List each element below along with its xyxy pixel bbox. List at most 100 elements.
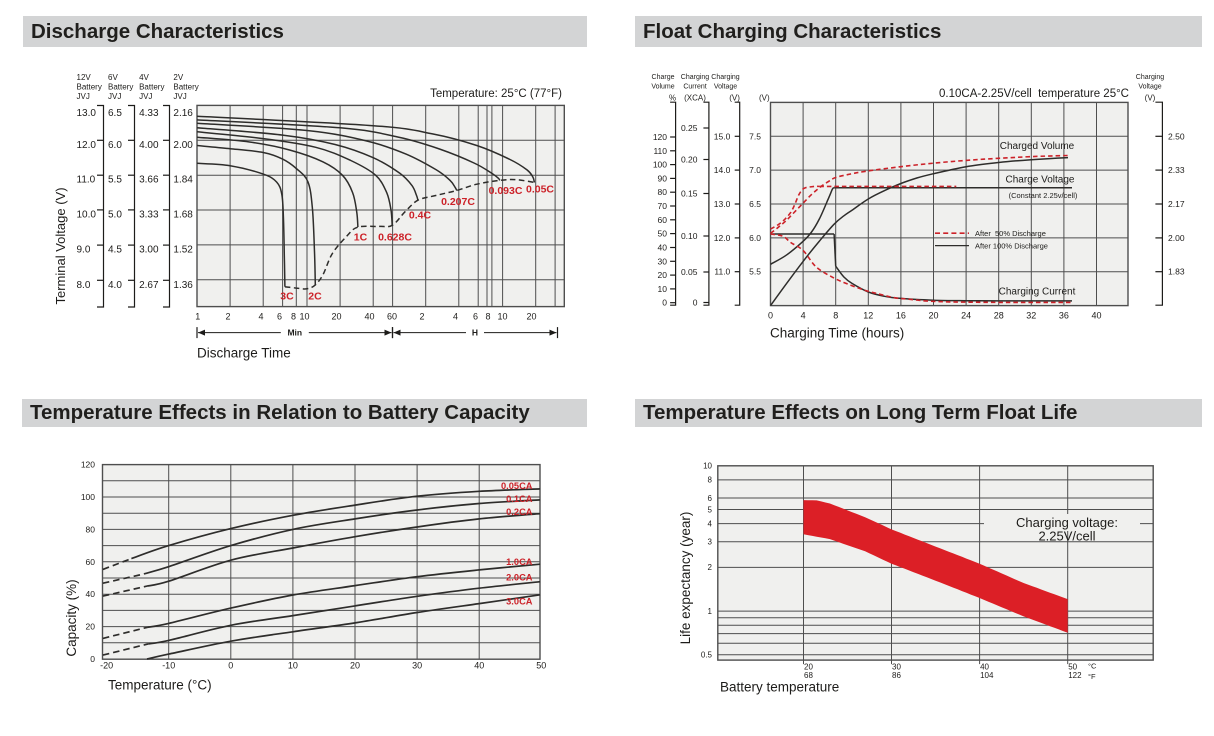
svg-text:20: 20 bbox=[658, 270, 668, 280]
svg-text:24: 24 bbox=[961, 311, 971, 321]
svg-text:4.0: 4.0 bbox=[108, 280, 122, 291]
svg-text:30: 30 bbox=[412, 661, 422, 671]
svg-text:JVJ: JVJ bbox=[108, 92, 121, 101]
svg-text:3C: 3C bbox=[280, 290, 294, 302]
svg-text:After 100% Discharge: After 100% Discharge bbox=[975, 241, 1048, 250]
svg-text:1C: 1C bbox=[354, 231, 368, 243]
svg-text:6.5: 6.5 bbox=[749, 199, 761, 209]
svg-text:0.20: 0.20 bbox=[681, 155, 698, 165]
svg-text:4: 4 bbox=[708, 519, 713, 528]
svg-text:10: 10 bbox=[497, 312, 507, 322]
svg-text:86: 86 bbox=[892, 671, 901, 680]
svg-text:0.10CA-2.25V/cell temperature: 0.10CA-2.25V/cell temperature 25°C bbox=[939, 88, 1129, 100]
svg-text:Battery: Battery bbox=[139, 83, 164, 92]
svg-text:32: 32 bbox=[1026, 311, 1036, 321]
svg-text:6.0: 6.0 bbox=[749, 233, 761, 243]
svg-text:12.0: 12.0 bbox=[77, 140, 97, 151]
svg-text:Charge: Charge bbox=[652, 74, 675, 81]
svg-text:0.05CA: 0.05CA bbox=[501, 481, 533, 491]
svg-text:°C: °C bbox=[1088, 662, 1097, 671]
svg-text:Temperature (°C): Temperature (°C) bbox=[108, 678, 212, 693]
svg-text:(V): (V) bbox=[729, 94, 740, 103]
svg-text:70: 70 bbox=[658, 201, 668, 211]
svg-text:5.5: 5.5 bbox=[749, 267, 761, 277]
svg-text:Charging Time (hours): Charging Time (hours) bbox=[770, 326, 904, 341]
svg-text:0: 0 bbox=[768, 311, 773, 321]
svg-text:9.0: 9.0 bbox=[77, 245, 91, 256]
svg-text:%: % bbox=[669, 94, 676, 103]
svg-text:10: 10 bbox=[288, 661, 298, 671]
svg-text:2C: 2C bbox=[308, 290, 322, 302]
svg-text:0.15: 0.15 bbox=[681, 189, 698, 199]
svg-text:Battery: Battery bbox=[173, 83, 198, 92]
svg-text:100: 100 bbox=[653, 160, 667, 170]
svg-text:-10: -10 bbox=[162, 661, 175, 671]
svg-text:110: 110 bbox=[653, 146, 667, 156]
svg-text:12.0: 12.0 bbox=[714, 233, 731, 243]
svg-text:0.25: 0.25 bbox=[681, 123, 698, 133]
svg-text:(V): (V) bbox=[1145, 94, 1156, 103]
svg-text:0.1CA: 0.1CA bbox=[506, 494, 533, 504]
svg-text:Battery: Battery bbox=[108, 83, 133, 92]
svg-text:2V: 2V bbox=[173, 73, 183, 82]
svg-text:2.00: 2.00 bbox=[173, 140, 193, 151]
svg-text:-20: -20 bbox=[100, 661, 113, 671]
svg-text:(XCA): (XCA) bbox=[684, 94, 706, 103]
svg-text:Battery temperature: Battery temperature bbox=[720, 680, 839, 695]
svg-text:14.0: 14.0 bbox=[714, 165, 731, 175]
svg-text:30: 30 bbox=[658, 256, 668, 266]
svg-text:8: 8 bbox=[708, 476, 713, 485]
svg-text:11.0: 11.0 bbox=[714, 267, 730, 277]
svg-text:40: 40 bbox=[1091, 311, 1101, 321]
svg-text:68: 68 bbox=[804, 671, 813, 680]
svg-text:3.33: 3.33 bbox=[139, 209, 159, 220]
svg-text:2.50: 2.50 bbox=[1168, 131, 1185, 141]
svg-text:6V: 6V bbox=[108, 73, 118, 82]
svg-text:11.0: 11.0 bbox=[77, 175, 96, 186]
svg-text:5.0: 5.0 bbox=[108, 209, 122, 220]
svg-text:104: 104 bbox=[980, 671, 994, 680]
svg-text:13.0: 13.0 bbox=[714, 199, 731, 209]
svg-text:Temperature: 25°C (77°F): Temperature: 25°C (77°F) bbox=[430, 88, 562, 100]
svg-text:3.00: 3.00 bbox=[139, 245, 159, 256]
svg-text:Battery: Battery bbox=[77, 83, 102, 92]
svg-text:10.0: 10.0 bbox=[77, 209, 97, 220]
svg-text:1: 1 bbox=[195, 312, 200, 322]
svg-text:JVJ: JVJ bbox=[173, 92, 186, 101]
svg-text:Voltage: Voltage bbox=[714, 84, 737, 91]
svg-text:6: 6 bbox=[277, 312, 282, 322]
svg-text:1.36: 1.36 bbox=[173, 280, 193, 291]
svg-text:50: 50 bbox=[658, 229, 668, 239]
svg-text:4: 4 bbox=[453, 312, 458, 322]
svg-text:0.05C: 0.05C bbox=[526, 184, 554, 196]
svg-text:10: 10 bbox=[299, 312, 309, 322]
svg-text:20: 20 bbox=[350, 661, 360, 671]
svg-text:(V): (V) bbox=[759, 94, 770, 103]
svg-text:Charging: Charging bbox=[681, 74, 710, 81]
svg-text:8: 8 bbox=[485, 312, 490, 322]
svg-text:Life expectancy (year): Life expectancy (year) bbox=[678, 512, 693, 645]
svg-text:3: 3 bbox=[708, 538, 713, 547]
svg-text:Charging: Charging bbox=[711, 74, 740, 81]
svg-text:1.52: 1.52 bbox=[173, 245, 193, 256]
svg-text:60: 60 bbox=[86, 557, 96, 567]
svg-text:120: 120 bbox=[81, 460, 95, 470]
svg-text:Discharge Time: Discharge Time bbox=[197, 346, 291, 361]
svg-text:60: 60 bbox=[658, 215, 668, 225]
svg-text:0: 0 bbox=[693, 298, 698, 308]
svg-text:40: 40 bbox=[86, 589, 96, 599]
svg-text:0.2CA: 0.2CA bbox=[506, 507, 533, 517]
svg-text:8: 8 bbox=[833, 311, 838, 321]
svg-text:Min: Min bbox=[287, 328, 302, 338]
svg-text:12V: 12V bbox=[77, 73, 92, 82]
svg-text:Volume: Volume bbox=[651, 84, 674, 91]
svg-text:80: 80 bbox=[86, 524, 96, 534]
svg-text:0.628C: 0.628C bbox=[378, 231, 412, 243]
svg-text:1.83: 1.83 bbox=[1168, 267, 1185, 277]
svg-text:0.4C: 0.4C bbox=[409, 210, 432, 222]
svg-text:10: 10 bbox=[703, 462, 712, 471]
svg-text:4V: 4V bbox=[139, 73, 149, 82]
svg-text:4.00: 4.00 bbox=[139, 140, 159, 151]
svg-text:10: 10 bbox=[658, 284, 668, 294]
svg-text:12: 12 bbox=[863, 311, 873, 321]
